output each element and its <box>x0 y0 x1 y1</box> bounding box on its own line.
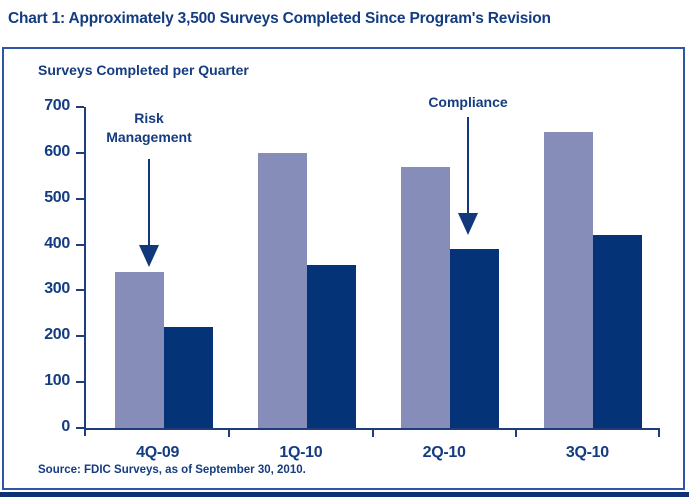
chart-panel: Surveys Completed per Quarter 0 100 200 300… <box>2 47 685 490</box>
chart-subtitle: Surveys Completed per Quarter <box>38 62 249 78</box>
down-arrow-icon <box>148 159 150 245</box>
y-tick-mark <box>76 427 84 429</box>
y-tick-mark <box>76 243 84 246</box>
bar-compliance-3q-10 <box>593 235 643 428</box>
y-tick-label: 400 <box>44 234 70 252</box>
x-tick-label: 1Q-10 <box>279 444 323 461</box>
down-arrowhead-icon <box>139 245 159 267</box>
bar-compliance-1q-10 <box>306 265 356 428</box>
bar-compliance-4q-09 <box>163 327 213 428</box>
y-tick-mark <box>76 197 84 200</box>
down-arrowhead-icon <box>458 213 478 235</box>
y-tick-mark <box>76 289 84 292</box>
bar-risk-management-4q-09 <box>114 272 164 428</box>
x-tick-mark <box>371 428 374 437</box>
y-tick-label: 700 <box>44 97 70 114</box>
x-tick-mark <box>658 428 660 437</box>
risk-management-annotation: Risk Management <box>79 109 219 147</box>
x-tick-label: 4Q-09 <box>136 444 180 461</box>
y-tick-label: 600 <box>44 142 70 160</box>
risk-annotation-line1: Risk <box>134 110 164 126</box>
bar-risk-management-1q-10 <box>257 152 307 428</box>
y-tick-mark <box>76 335 84 338</box>
bar-risk-management-3q-10 <box>544 132 594 428</box>
y-tick-label: 200 <box>44 326 70 344</box>
down-arrow-icon <box>467 117 469 213</box>
x-tick-label: 3Q-10 <box>565 444 609 461</box>
bar-compliance-2q-10 <box>450 249 500 428</box>
compliance-annotation: Compliance <box>428 94 508 110</box>
bar-risk-management-2q-10 <box>401 166 451 428</box>
x-tick-mark <box>228 428 231 437</box>
y-tick-label: 500 <box>44 188 70 206</box>
x-tick-label: 2Q-10 <box>422 444 466 461</box>
y-tick-label: 100 <box>44 372 70 390</box>
y-tick-mark <box>76 151 84 154</box>
source-note: Source: FDIC Surveys, as of September 30… <box>38 464 306 476</box>
page-title: Chart 1: Approximately 3,500 Surveys Com… <box>8 10 551 27</box>
y-tick-label: 300 <box>44 280 70 298</box>
y-tick-mark <box>76 106 84 108</box>
y-tick-label: 0 <box>61 418 70 435</box>
y-axis-line <box>84 107 86 436</box>
x-tick-mark <box>514 428 517 437</box>
y-tick-mark <box>76 381 84 384</box>
bottom-rule <box>0 492 689 497</box>
risk-annotation-line2: Management <box>106 128 192 145</box>
